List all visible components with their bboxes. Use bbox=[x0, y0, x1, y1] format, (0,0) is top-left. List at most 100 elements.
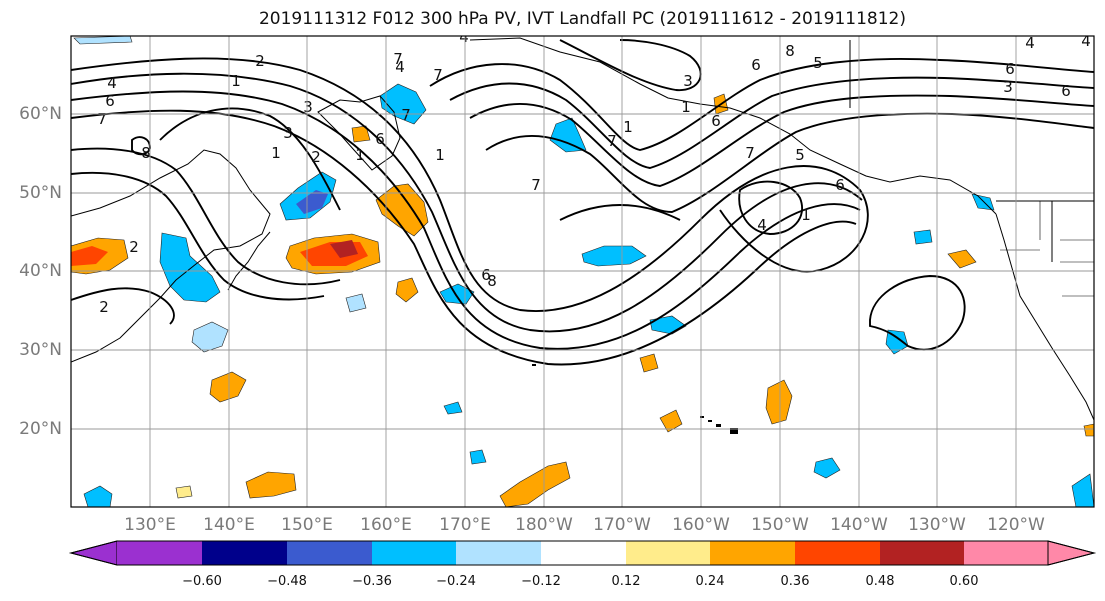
contour-label: 6 bbox=[711, 112, 721, 130]
contour-label: 3 bbox=[1003, 78, 1013, 96]
pv-contour bbox=[71, 147, 341, 286]
contour-label: 7 bbox=[401, 106, 411, 124]
anomaly-positive bbox=[1083, 423, 1094, 437]
colorbar-segment bbox=[710, 541, 795, 565]
contour-label: 3 bbox=[683, 72, 693, 90]
colorbar-segment bbox=[964, 541, 1048, 565]
anomaly-positive bbox=[395, 277, 419, 303]
map-area: 2 1 4 6 7 8 1 2 3 3 6 1 4 7 1 7 7 8 6 4 … bbox=[71, 32, 1094, 507]
lat-tick-label: 40°N bbox=[19, 261, 62, 281]
contour-label: 8 bbox=[487, 272, 497, 290]
anomaly-negative bbox=[443, 401, 463, 415]
contour-label: 6 bbox=[375, 130, 385, 148]
lon-tick-label: 170°W bbox=[593, 515, 651, 535]
pv-contour bbox=[559, 39, 702, 91]
pv-contour bbox=[469, 94, 1094, 187]
colorbar-tick-label: −0.24 bbox=[436, 574, 476, 589]
border-canada-us bbox=[849, 40, 1094, 262]
pv-contour bbox=[71, 90, 861, 350]
contour-label: 7 bbox=[97, 110, 107, 128]
lon-tick-label: 160°E bbox=[360, 515, 412, 535]
contour-labels: 2 1 4 6 7 8 1 2 3 3 6 1 4 7 1 7 7 8 6 4 … bbox=[97, 32, 1091, 316]
contour-label: 7 bbox=[607, 132, 617, 150]
contour-label: 1 bbox=[623, 118, 633, 136]
contour-label: 2 bbox=[255, 52, 265, 70]
colorbar-segment bbox=[69, 540, 118, 566]
shaded-anomaly-fields bbox=[71, 36, 1094, 507]
lon-tick-label: 120°W bbox=[987, 515, 1045, 535]
colorbar-outline bbox=[69, 540, 1096, 566]
hawaii-islands bbox=[532, 364, 738, 434]
contour-label: 2 bbox=[99, 298, 109, 316]
pv-contour bbox=[71, 171, 325, 301]
contour-label: 6 bbox=[481, 266, 491, 284]
contour-label: 4 bbox=[395, 58, 405, 76]
state-borders bbox=[1000, 201, 1094, 297]
lat-tick-label: 60°N bbox=[19, 104, 62, 124]
anomaly-positive bbox=[175, 485, 193, 499]
lon-tick-label: 150°E bbox=[281, 515, 333, 535]
map-title: 2019111312 F012 300 hPa PV, IVT Landfall… bbox=[258, 9, 906, 29]
contour-label: 3 bbox=[303, 98, 313, 116]
pv-contour bbox=[71, 57, 869, 312]
contour-label: 7 bbox=[433, 66, 443, 84]
anomaly-positive bbox=[659, 409, 683, 433]
pv-contour bbox=[869, 275, 966, 351]
contour-label: 4 bbox=[1081, 32, 1091, 50]
anomaly-positive bbox=[351, 125, 371, 143]
anomaly-positive-strong bbox=[71, 246, 108, 266]
colorbar-segment bbox=[287, 541, 372, 565]
colorbar-segment bbox=[117, 541, 202, 565]
coastlines bbox=[71, 37, 1094, 421]
anomaly-positive bbox=[639, 353, 659, 373]
anomaly-negative bbox=[159, 232, 221, 303]
coastline-alaska bbox=[469, 37, 997, 215]
anomaly-positive bbox=[209, 371, 247, 403]
colorbar-tick-label: 0.36 bbox=[780, 574, 810, 589]
lat-tick-label: 20°N bbox=[19, 419, 62, 439]
anomaly-negative bbox=[439, 283, 475, 305]
contour-label: 1 bbox=[355, 146, 365, 164]
contour-label: 7 bbox=[531, 176, 541, 194]
contour-label: 1 bbox=[681, 98, 691, 116]
anomaly-negative bbox=[1071, 473, 1094, 507]
pv-contour bbox=[559, 204, 681, 221]
contour-label: 2 bbox=[311, 148, 321, 166]
anomaly-positive bbox=[765, 379, 793, 425]
coastline-kamchatka bbox=[317, 95, 401, 171]
lon-tick-label: 180°W bbox=[515, 515, 573, 535]
colorbar-segment bbox=[880, 541, 964, 565]
contour-label: 4 bbox=[107, 74, 117, 92]
anomaly-negative bbox=[191, 321, 229, 353]
anomaly-positive-max bbox=[330, 240, 358, 258]
lon-tick-label: 130°E bbox=[124, 515, 176, 535]
anomaly-negative-strong bbox=[296, 190, 328, 214]
colorbar-tick-label: −0.48 bbox=[267, 574, 307, 589]
colorbar-segment bbox=[1047, 540, 1096, 566]
anomaly-negative bbox=[549, 117, 587, 153]
lon-tick-label: 150°W bbox=[751, 515, 809, 535]
coastline-north-america bbox=[995, 213, 1094, 421]
anomaly-positive bbox=[375, 183, 429, 237]
contour-label: 6 bbox=[751, 56, 761, 74]
contour-label: 5 bbox=[795, 146, 805, 164]
anomaly-positive bbox=[947, 249, 977, 269]
anomaly-negative bbox=[345, 293, 367, 313]
colorbar-segment bbox=[795, 541, 880, 565]
pv-contour bbox=[159, 107, 341, 211]
contour-label: 7 bbox=[393, 50, 403, 68]
pv-contour bbox=[449, 76, 1094, 169]
contour-label: 1 bbox=[801, 206, 811, 224]
contour-label: 4 bbox=[1025, 34, 1035, 52]
colorbar-segment bbox=[541, 541, 626, 565]
anomaly-negative bbox=[83, 485, 113, 507]
anomaly-negative bbox=[73, 36, 133, 45]
pv-contour bbox=[485, 112, 1094, 213]
coastline-asia bbox=[71, 149, 271, 363]
contour-label: 5 bbox=[813, 54, 823, 72]
colorbar-tick-label: −0.60 bbox=[182, 574, 222, 589]
colorbar-tick-label: 0.48 bbox=[865, 574, 895, 589]
lon-tick-label: 140°E bbox=[203, 515, 255, 535]
anomaly-negative bbox=[469, 449, 487, 465]
